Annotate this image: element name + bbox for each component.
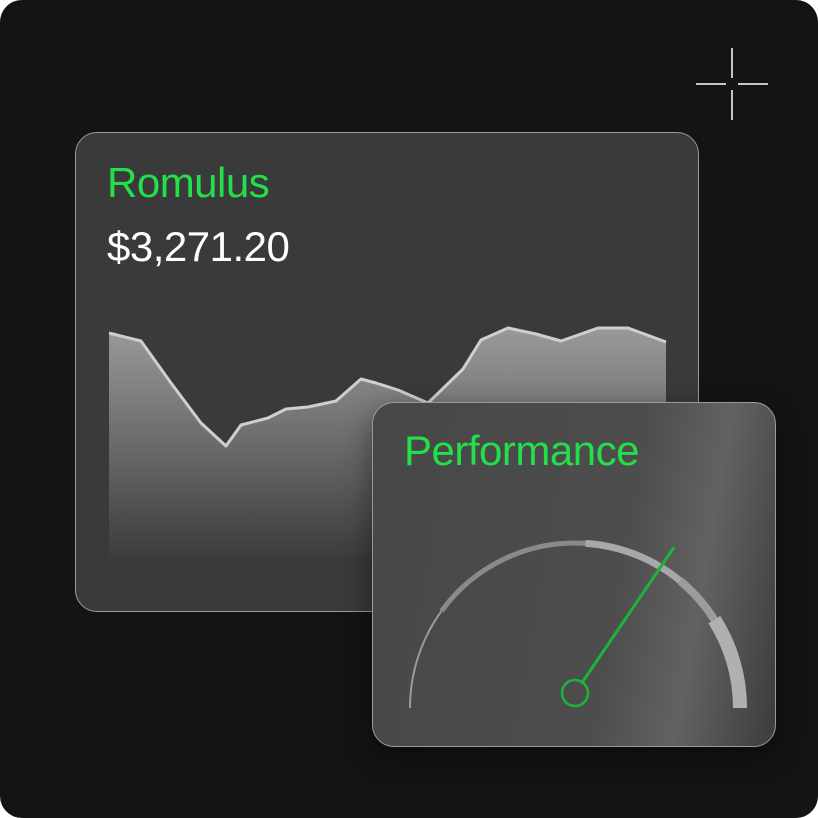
gauge-arc-segment (585, 539, 683, 584)
performance-title: Performance (404, 427, 639, 474)
performance-gauge (409, 539, 747, 709)
asset-name: Romulus (107, 159, 270, 206)
crosshair-icon (696, 48, 768, 120)
gauge-arc-thin (409, 610, 443, 709)
gauge-arc-segment (677, 577, 718, 622)
gauge-arc (409, 539, 747, 709)
gauge-arc-segment (439, 540, 586, 613)
gauge-arc-segment (708, 615, 747, 709)
price-line (108, 326, 667, 448)
gauge-needle (580, 546, 675, 684)
gauge-hub (560, 678, 590, 708)
asset-price: $3,271.20 (107, 223, 290, 270)
performance-card[interactable]: Performance (372, 402, 776, 747)
